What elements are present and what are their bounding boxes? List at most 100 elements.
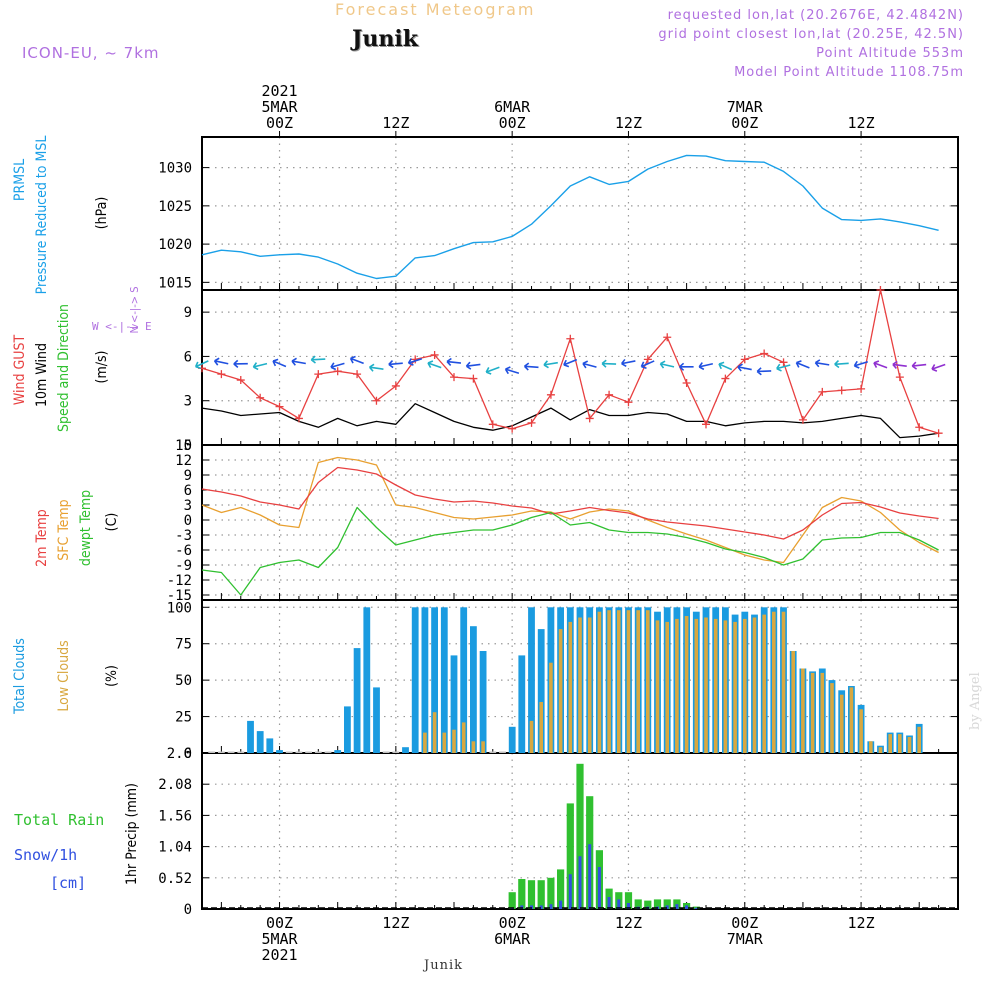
ytick-label: 0: [184, 513, 192, 529]
arrow-shape: [504, 366, 520, 375]
arrow-shape: [388, 360, 403, 369]
wind-direction-arrow: [873, 360, 888, 369]
snow-bar: [559, 900, 563, 909]
wind-direction-arrow: [756, 367, 772, 376]
gust-marker: [895, 373, 904, 382]
temp-unit: (C): [104, 513, 120, 532]
low-cloud-bar: [558, 629, 563, 753]
rain-bar: [537, 880, 545, 909]
low-cloud-bar: [743, 618, 747, 753]
time-label-bottom: 00Z: [266, 914, 293, 932]
wind-direction-arrow: [330, 362, 345, 371]
gust-marker: [818, 387, 827, 396]
total-cloud-bar: [411, 607, 419, 753]
wind-direction-arrow: [814, 359, 830, 368]
gust-marker: [294, 414, 303, 423]
ytick-label: 3: [184, 394, 192, 410]
low-cloud-bar: [597, 611, 602, 753]
arrow-shape: [873, 360, 888, 369]
gust-marker: [682, 379, 691, 387]
rain-bar: [663, 899, 671, 909]
low-cloud-bar: [752, 617, 757, 753]
arrow-shape: [252, 362, 268, 371]
snow-bar: [607, 897, 611, 909]
gust-marker: [605, 390, 614, 399]
2m-temp-series-line: [201, 466, 939, 540]
wind-direction-arrow: [310, 355, 326, 364]
gust-marker: [527, 418, 536, 427]
wind-direction-arrow: [679, 362, 694, 371]
wind-direction-arrow: [194, 360, 209, 370]
ytick-label: 0: [184, 746, 192, 762]
gust-marker: [740, 355, 749, 364]
gust-marker: [488, 420, 497, 429]
snow-bar: [627, 903, 630, 909]
arrow-shape: [543, 360, 558, 369]
arrow-shape: [310, 355, 326, 364]
sfc-temp-series-line: [201, 456, 939, 564]
wind-direction-arrow: [853, 360, 869, 369]
wind-direction-arrow: [582, 360, 597, 369]
wind-direction-arrow: [407, 357, 423, 366]
ytick-label: 0: [184, 438, 192, 454]
low-cloud-bar: [442, 732, 447, 753]
ytick-label: 1025: [158, 199, 192, 215]
wind-direction-arrow: [504, 366, 520, 375]
ytick-label: 3: [184, 498, 192, 514]
temp-axis-title: 2m Temp: [34, 509, 50, 567]
wind-speed-series-line: [201, 403, 939, 439]
gust-marker: [469, 374, 478, 383]
low-cloud-bar: [607, 610, 611, 753]
snow-bar: [588, 844, 592, 909]
ytick-label: 0: [184, 902, 192, 918]
low-cloud-bar: [859, 709, 863, 753]
snow-bar: [568, 874, 572, 909]
gust-marker: [508, 424, 517, 433]
gust-marker: [546, 390, 555, 399]
low-cloud-bar: [810, 672, 815, 753]
total-cloud-bar: [450, 655, 458, 753]
time-label-bottom: 00Z: [731, 914, 758, 932]
total-cloud-bar: [392, 751, 400, 753]
total-cloud-bar: [499, 751, 506, 753]
arrow-shape: [911, 361, 927, 370]
arrow-shape: [659, 360, 675, 369]
low-cloud-bar: [849, 687, 854, 753]
requested-coordinates: requested lon,lat (20.2676E, 42.4842N): [667, 8, 964, 23]
wind-direction-arrow: [233, 359, 248, 368]
arrow-shape: [213, 357, 229, 366]
ytick-label: 2.6: [167, 746, 192, 762]
wind-direction-arrow: [776, 363, 791, 372]
gust-marker: [663, 333, 672, 342]
wind-direction-arrow: [834, 359, 849, 369]
total-cloud-bar: [334, 750, 342, 753]
total-cloud-bar: [324, 751, 332, 753]
low-cloud-bar: [529, 720, 534, 753]
time-label-bottom: 12Z: [615, 914, 642, 932]
dewpoint-axis-title: dewpt Temp: [78, 490, 94, 566]
total-cloud-bar: [353, 648, 361, 753]
time-label-top: 12Z: [382, 114, 409, 132]
gust-marker: [566, 334, 575, 343]
gust-marker: [430, 350, 439, 359]
wind-direction-arrow: [620, 358, 636, 367]
arrow-shape: [795, 360, 810, 369]
gust-marker: [857, 384, 866, 393]
low-cloud-bar: [917, 726, 921, 753]
arrow-shape: [233, 359, 248, 368]
snow-bar: [675, 904, 679, 909]
total-cloud-bar: [382, 751, 390, 753]
arrow-shape: [756, 367, 772, 376]
gust-axis-title: Wind GUST: [12, 335, 28, 406]
low-cloud-bar: [684, 616, 689, 753]
total-cloud-bar: [363, 607, 371, 753]
ytick-label: 25: [175, 710, 192, 726]
time-label-top: 00Z: [266, 114, 293, 132]
wind-direction-arrow: [640, 360, 655, 369]
pressure-axis-title: Pressure Reduced to MSL: [34, 136, 50, 295]
gust-marker: [934, 429, 943, 438]
low-cloud-bar: [762, 614, 766, 753]
time-label-top: 00Z: [499, 114, 526, 132]
low-cloud-bar: [636, 610, 640, 753]
